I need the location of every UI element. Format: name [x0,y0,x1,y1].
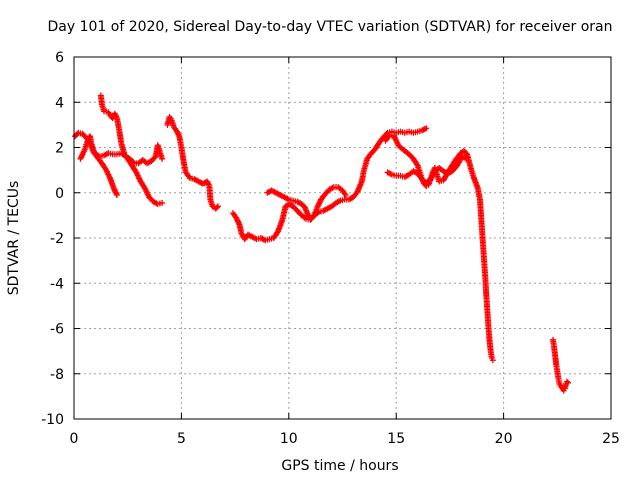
y-tick-label: 0 [55,186,64,202]
data-point [113,192,120,199]
x-tick-labels: 0 5 10 15 20 25 [70,431,620,447]
data-point [563,378,570,385]
x-tick-label: 0 [70,431,79,447]
x-tick-label: 25 [602,431,620,447]
x-tick-label: 5 [177,431,186,447]
data-point [159,155,166,162]
y-tick-label: 4 [55,95,64,111]
series-arc5 [229,125,430,244]
data-point [213,204,220,211]
series-arc3 [97,92,166,208]
y-tick-label: -8 [50,367,64,383]
data-point [342,192,349,199]
x-axis-label: GPS time / hours [281,458,398,474]
series-arc1 [72,129,120,199]
x-tick-label: 20 [495,431,513,447]
series-arc4 [164,113,221,212]
series-arc8 [384,153,470,186]
data-point [159,199,166,206]
series-arc6 [264,184,349,222]
y-tick-label: -2 [50,231,64,247]
data-point [489,357,496,364]
data-point [565,379,572,386]
x-tick-label: 15 [387,431,405,447]
data-point [463,155,470,162]
y-tick-labels: -10 -8 -6 -4 -2 0 2 4 6 [41,50,64,428]
series-arc7 [382,132,496,364]
y-axis-label: SDTVAR / TECUs [6,181,22,296]
axis-ticks [73,56,612,420]
y-tick-label: -10 [41,412,64,428]
data-markers [72,92,572,394]
data-point [214,203,221,210]
grid-lines [74,57,611,419]
y-tick-label: 6 [55,50,64,66]
y-tick-label: 2 [55,141,64,157]
y-tick-label: -6 [50,322,64,338]
x-tick-label: 10 [280,431,298,447]
chart-title: Day 101 of 2020, Sidereal Day-to-day VTE… [48,19,613,35]
y-tick-label: -4 [50,276,64,292]
series-arc9 [550,336,572,394]
data-point [423,125,430,132]
